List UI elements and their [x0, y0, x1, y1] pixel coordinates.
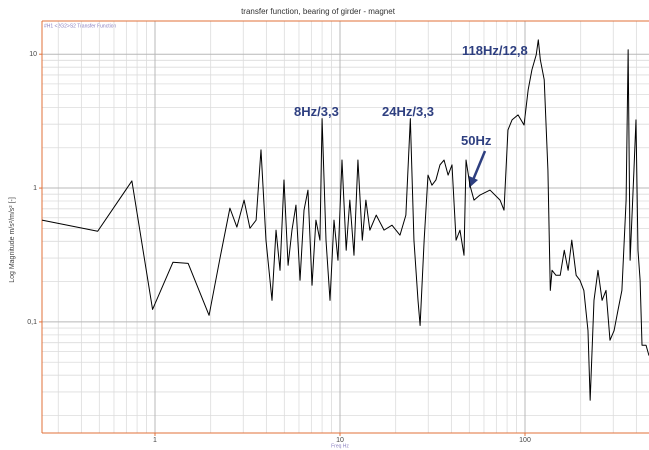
x-tick-label: 10 [336, 437, 344, 444]
legend-text: #H1 <2G2>S2 Transfer Function [44, 23, 116, 29]
annotation: 50Hz [461, 133, 492, 148]
y-tick-label: 1 [33, 185, 37, 192]
annotation: 24Hz/3,3 [382, 104, 434, 119]
y-tick-label: 10 [29, 51, 37, 58]
annotation: 8Hz/3,3 [294, 104, 339, 119]
annotation-arrow [471, 150, 487, 181]
x-tick-label: 1 [153, 437, 157, 444]
y-axis-label: Log Magnitude m/s²/m/s² [-] [9, 197, 16, 283]
annotation-arrowhead [469, 176, 478, 188]
grid [42, 21, 649, 433]
line [41, 39, 649, 401]
x-axis-label: Freq Hz [331, 443, 349, 449]
annotation: 118Hz/12,8 [462, 43, 528, 58]
y-tick-label: 0,1 [27, 319, 37, 326]
chart-title: transfer function, bearing of girder - m… [241, 7, 396, 16]
x-tick-label: 100 [519, 437, 531, 444]
